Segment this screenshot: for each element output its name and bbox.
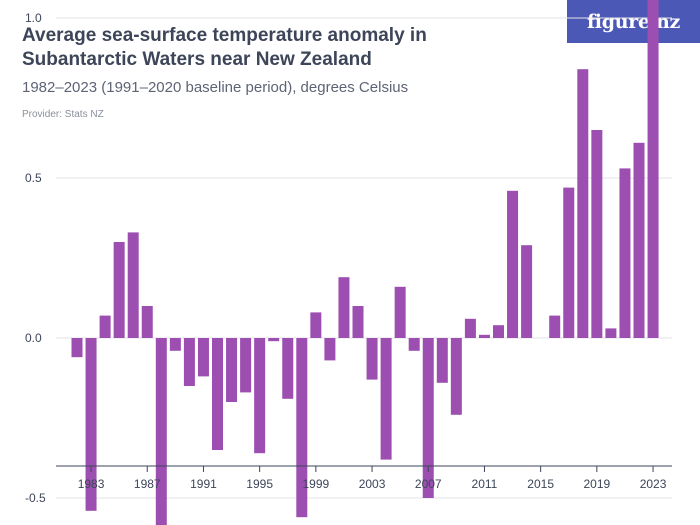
bar-1991[interactable] (197, 338, 209, 377)
bar-1983[interactable] (85, 338, 97, 511)
x-tick-label: 2015 (527, 477, 554, 491)
bar-1984[interactable] (99, 315, 111, 338)
bar-2004[interactable] (380, 338, 392, 460)
bar-2005[interactable] (394, 286, 406, 338)
x-axis: 1983 1987 1991 1995 1999 2003 2007 2011 2015 2019… (56, 465, 672, 491)
bar-2002[interactable] (352, 306, 364, 338)
bar-2020[interactable] (605, 328, 617, 338)
bar-2006[interactable] (408, 338, 420, 351)
x-tick-label: 1999 (302, 477, 329, 491)
provider-label: Provider: Stats NZ (22, 109, 104, 120)
y-tick-label: -0.5 (25, 491, 46, 505)
bar-2013[interactable] (507, 190, 519, 338)
x-tick-label: 2003 (359, 477, 386, 491)
bar-2008[interactable] (436, 338, 448, 383)
bar-2007[interactable] (422, 338, 434, 498)
bar-1998[interactable] (296, 338, 308, 518)
bar-2014[interactable] (521, 245, 533, 338)
bar-2022[interactable] (633, 142, 645, 338)
bar-1986[interactable] (127, 232, 139, 338)
x-tick-label: 1991 (190, 477, 217, 491)
bar-2016[interactable] (549, 315, 561, 338)
x-tick-label: 2019 (583, 477, 610, 491)
bar-2019[interactable] (591, 130, 603, 338)
bar-2023[interactable] (647, 0, 659, 338)
x-tick-label: 1983 (78, 477, 105, 491)
bar-1993[interactable] (226, 338, 238, 402)
bar-2000[interactable] (324, 338, 336, 361)
bar-2001[interactable] (338, 277, 350, 338)
chart-title: Average sea-surface temperature anomaly … (22, 25, 427, 70)
bar-2011[interactable] (478, 334, 490, 338)
bar-1996[interactable] (268, 338, 280, 342)
y-tick-label: 0.0 (25, 331, 42, 345)
chart-subtitle: 1982–2023 (1991–2020 baseline period), d… (22, 79, 409, 96)
bar-1999[interactable] (310, 312, 322, 338)
bar-2012[interactable] (493, 325, 504, 338)
bar-1982[interactable] (71, 338, 83, 358)
x-tick-label: 1987 (134, 477, 161, 491)
bar-1990[interactable] (183, 338, 195, 386)
bar-1997[interactable] (282, 338, 294, 399)
bar-2018[interactable] (577, 69, 589, 338)
bar-2009[interactable] (450, 338, 462, 415)
bar-1988[interactable] (155, 338, 167, 525)
bar-2010[interactable] (464, 318, 476, 338)
bar-1995[interactable] (254, 338, 266, 454)
bars (71, 0, 659, 525)
bar-1985[interactable] (113, 242, 125, 338)
bar-2021[interactable] (619, 168, 631, 338)
bar-1994[interactable] (240, 338, 252, 393)
y-tick-label: 1.0 (25, 11, 42, 25)
y-axis-labels: -0.5 0.0 0.5 1.0 (25, 11, 46, 505)
bar-1987[interactable] (141, 306, 153, 338)
bar-2017[interactable] (563, 187, 575, 338)
y-tick-label: 0.5 (25, 171, 42, 185)
x-tick-label: 2011 (472, 477, 498, 491)
bar-2003[interactable] (366, 338, 378, 380)
bar-1989[interactable] (169, 338, 181, 351)
x-tick-label: 2007 (415, 477, 442, 491)
x-tick-label: 2023 (640, 477, 667, 491)
x-tick-label: 1995 (246, 477, 273, 491)
bar-1992[interactable] (212, 338, 223, 450)
